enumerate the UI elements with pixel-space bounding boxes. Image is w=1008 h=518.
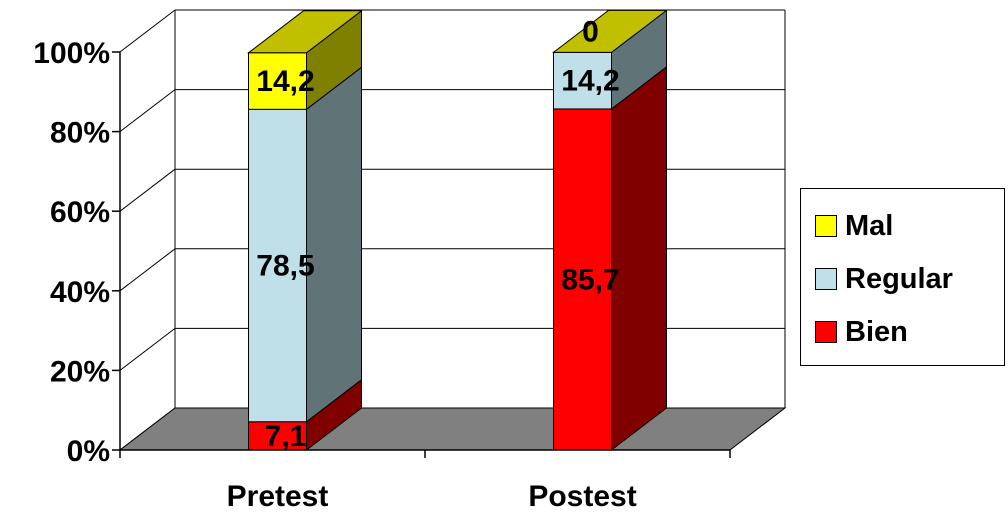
y-tick-label-0: 0% — [67, 435, 110, 468]
data-label-mal-postest: 0 — [582, 15, 599, 48]
bar-top-pretest — [247, 10, 363, 54]
side-gridline — [119, 248, 176, 292]
bar-top-postest — [552, 9, 668, 53]
legend-item-bien: Bien — [815, 315, 908, 348]
bar-regular-pretest-front — [248, 108, 307, 423]
legend: Mal Regular Bien — [800, 188, 1005, 366]
side-gridline — [119, 9, 176, 53]
legend-swatch-regular — [815, 268, 837, 290]
data-label-regular-pretest: 78,5 — [256, 250, 314, 283]
x-tick-label-pretest: Pretest — [227, 480, 329, 513]
x-tick-label-postest: Postest — [528, 480, 636, 513]
side-gridline — [119, 328, 176, 371]
label-layer: 7,1 78,5 14,2 85,7 14,2 0 — [256, 15, 619, 452]
y-tick-label-4: 80% — [50, 117, 110, 150]
legend-swatch-mal — [815, 215, 837, 237]
floor-layer — [118, 407, 787, 451]
bar-bien-postest-front — [553, 108, 612, 451]
legend-label-regular: Regular — [845, 262, 953, 295]
bar-regular-pretest-side — [306, 66, 362, 423]
bar-bien-postest-side — [611, 65, 667, 452]
y-tick-label-3: 60% — [50, 196, 110, 229]
chart-floor — [118, 407, 787, 451]
bar-layer — [247, 9, 668, 452]
y-tick-label-2: 40% — [50, 276, 110, 309]
data-label-bien-postest: 85,7 — [561, 263, 619, 296]
axis-layer: Pretest Postest 0% 20% 40% 60% 80% 100% — [33, 37, 731, 513]
bar-mal-pretest-front — [248, 52, 307, 110]
data-label-regular-postest: 14,2 — [561, 65, 619, 98]
y-tick-label-1: 20% — [50, 355, 110, 388]
bar-regular-postest-front — [553, 51, 612, 110]
side-gridline — [119, 168, 176, 212]
data-label-bien-pretest: 7,1 — [265, 420, 307, 453]
y-tick-label-5: 100% — [33, 37, 110, 70]
legend-label-bien: Bien — [845, 315, 908, 348]
legend-item-mal: Mal — [815, 209, 894, 242]
grid-layer — [119, 9, 786, 451]
legend-swatch-bien — [815, 321, 837, 343]
side-gridline — [119, 89, 176, 132]
data-label-mal-pretest: 14,2 — [256, 65, 314, 98]
legend-label-mal: Mal — [845, 209, 894, 242]
legend-item-regular: Regular — [815, 262, 953, 295]
